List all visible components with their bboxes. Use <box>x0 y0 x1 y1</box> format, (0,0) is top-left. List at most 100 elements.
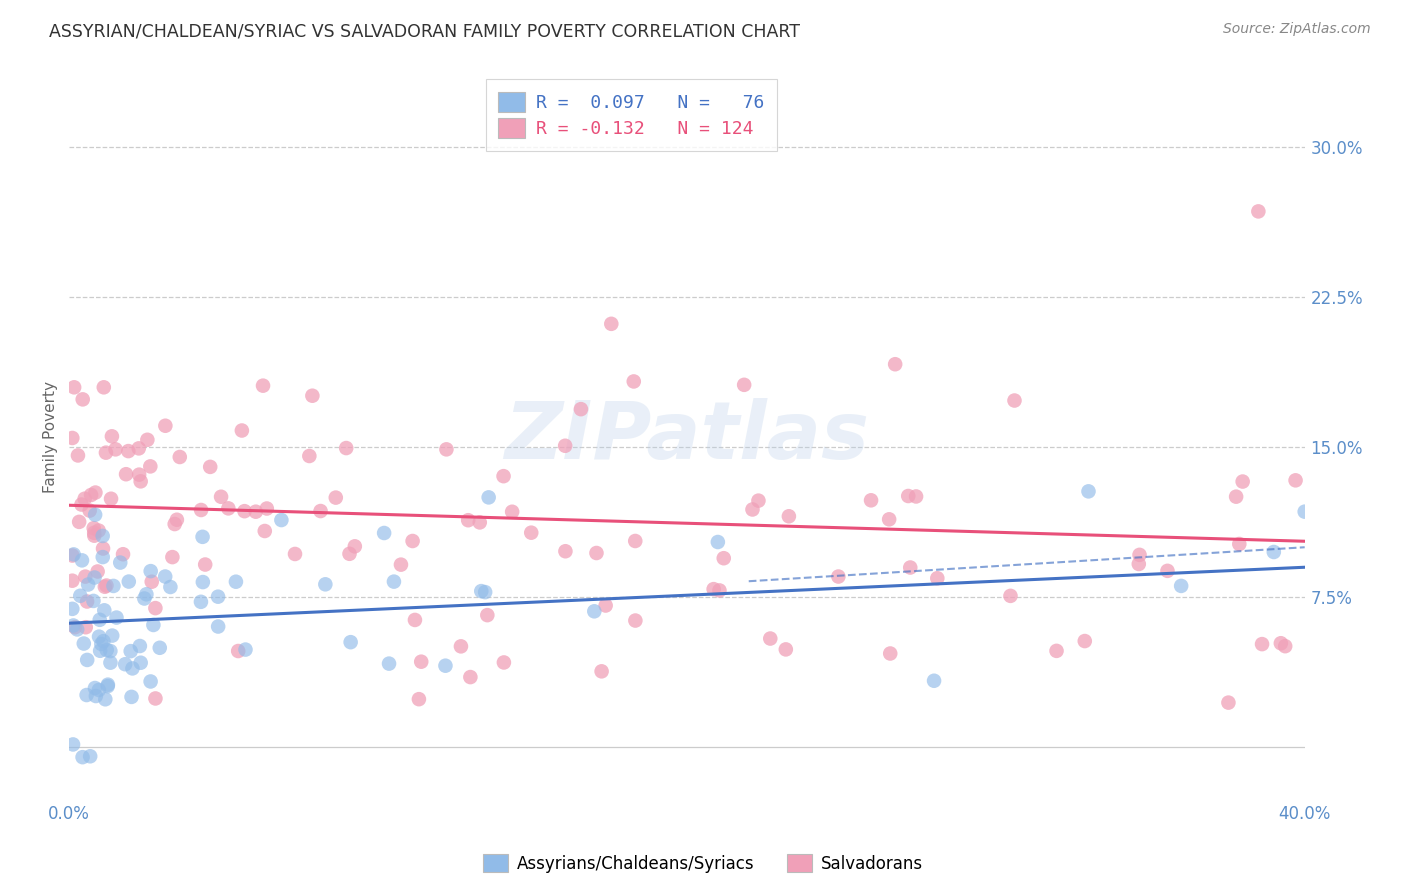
Point <box>84 508 107 522</box>
Point <box>624 614 647 628</box>
Point <box>595 599 617 613</box>
Point <box>217 501 239 516</box>
Point <box>91 550 114 565</box>
Point <box>91 541 114 556</box>
Point <box>87 683 110 698</box>
Point <box>1294 505 1316 519</box>
Point <box>129 656 152 670</box>
Point <box>63 380 86 394</box>
Point <box>583 604 606 618</box>
Point <box>94 445 117 459</box>
Point <box>207 619 229 633</box>
Point <box>284 547 307 561</box>
Point <box>118 574 141 589</box>
Point <box>1128 548 1150 562</box>
Point <box>1251 637 1274 651</box>
Point <box>121 690 143 704</box>
Point <box>134 591 156 606</box>
Point <box>1004 393 1026 408</box>
Point <box>404 613 426 627</box>
Point <box>117 444 139 458</box>
Point <box>73 491 96 506</box>
Point <box>100 644 122 658</box>
Point <box>72 392 94 407</box>
Point <box>468 516 491 530</box>
Point <box>87 524 110 538</box>
Point <box>860 493 883 508</box>
Point <box>73 636 96 650</box>
Point <box>1263 545 1285 559</box>
Text: ZIPatlas: ZIPatlas <box>505 399 869 476</box>
Point <box>100 491 122 506</box>
Point <box>100 656 122 670</box>
Point <box>90 637 112 651</box>
Point <box>314 577 336 591</box>
Point <box>733 377 755 392</box>
Point <box>554 544 576 558</box>
Point <box>62 548 84 562</box>
Point <box>434 658 457 673</box>
Point <box>60 574 83 588</box>
Point <box>75 620 97 634</box>
Point <box>309 504 332 518</box>
Point <box>450 640 472 654</box>
Point <box>408 692 430 706</box>
Point <box>373 526 395 541</box>
Point <box>114 657 136 672</box>
Point <box>1128 557 1150 571</box>
Point <box>709 583 731 598</box>
Point <box>1170 579 1192 593</box>
Point <box>191 575 214 590</box>
Point <box>460 670 482 684</box>
Point <box>585 546 607 560</box>
Point <box>190 503 212 517</box>
Point <box>76 653 98 667</box>
Point <box>623 375 645 389</box>
Point <box>256 501 278 516</box>
Point <box>139 459 162 474</box>
Point <box>827 569 849 583</box>
Point <box>1000 589 1022 603</box>
Point <box>474 585 496 599</box>
Point <box>492 469 515 483</box>
Point <box>80 488 103 502</box>
Point <box>162 550 184 565</box>
Point <box>1218 696 1240 710</box>
Point <box>703 582 725 596</box>
Point <box>84 689 107 703</box>
Point <box>922 673 945 688</box>
Point <box>163 516 186 531</box>
Point <box>112 547 135 561</box>
Point <box>110 556 132 570</box>
Point <box>83 525 105 540</box>
Point <box>66 623 89 637</box>
Point <box>135 587 157 601</box>
Point <box>60 549 83 563</box>
Point <box>72 750 94 764</box>
Point <box>457 513 479 527</box>
Point <box>343 539 366 553</box>
Point <box>86 565 108 579</box>
Point <box>190 595 212 609</box>
Point <box>252 378 274 392</box>
Point <box>245 505 267 519</box>
Point <box>70 498 93 512</box>
Point <box>927 571 949 585</box>
Point <box>159 580 181 594</box>
Point <box>66 449 89 463</box>
Point <box>477 608 499 623</box>
Point <box>94 580 117 594</box>
Point <box>145 601 167 615</box>
Point <box>169 450 191 464</box>
Point <box>1225 490 1247 504</box>
Point <box>139 564 162 578</box>
Point <box>76 688 98 702</box>
Point <box>97 679 120 693</box>
Point <box>897 489 920 503</box>
Point <box>411 655 433 669</box>
Point <box>103 579 125 593</box>
Point <box>884 357 907 371</box>
Point <box>89 644 111 658</box>
Point <box>778 509 800 524</box>
Point <box>121 661 143 675</box>
